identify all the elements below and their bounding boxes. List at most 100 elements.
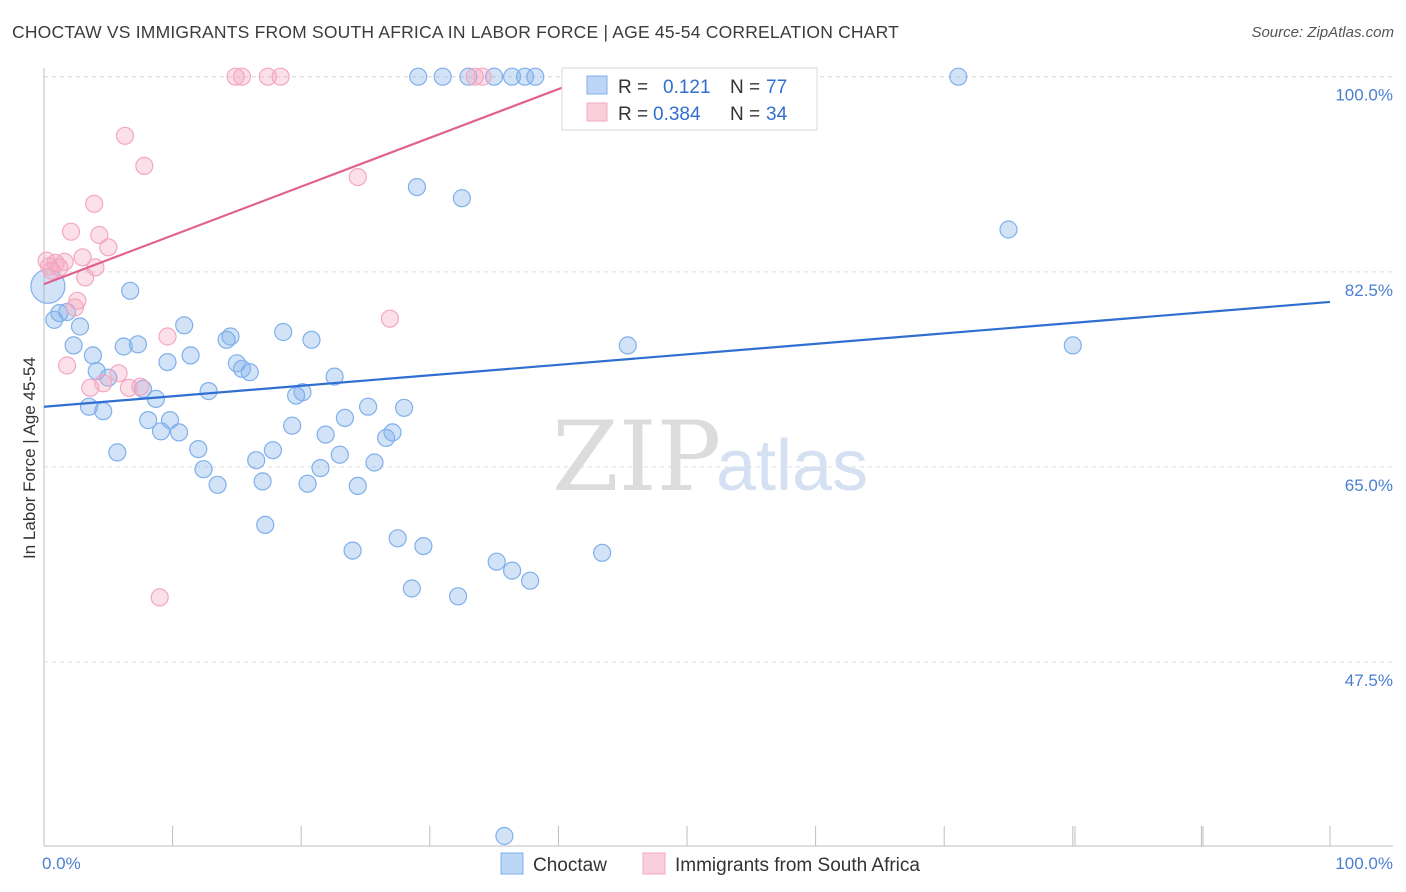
point-choctaw: [274, 322, 293, 342]
point-choctaw: [520, 571, 540, 590]
point-choctaw: [108, 443, 127, 462]
legend-n-value-1: 77: [766, 77, 787, 98]
point-choctaw: [189, 440, 208, 459]
point-choctaw: [316, 425, 335, 444]
point-choctaw: [414, 536, 433, 556]
point-choctaw: [128, 335, 147, 354]
point-choctaw: [343, 541, 362, 560]
point-choctaw: [388, 529, 407, 548]
point-choctaw: [433, 67, 452, 86]
point-choctaw: [311, 459, 330, 478]
bottom-legend-swatch-choctaw: [500, 852, 524, 875]
point-south-africa: [90, 225, 109, 245]
point-choctaw: [459, 67, 478, 86]
point-south-africa: [115, 126, 135, 145]
point-choctaw: [999, 220, 1018, 239]
point-south-africa: [135, 156, 154, 175]
point-choctaw: [592, 543, 612, 562]
point-choctaw: [1063, 336, 1082, 355]
point-south-africa: [380, 309, 399, 328]
y-tick-label: 100.0%: [1335, 86, 1393, 105]
legend-n-label-1: N =: [730, 77, 760, 98]
point-choctaw: [181, 346, 200, 365]
point-choctaw: [83, 346, 103, 365]
bottom-legend: Choctaw Immigrants from South Africa: [500, 852, 920, 876]
point-choctaw: [452, 189, 471, 208]
point-south-africa: [271, 67, 290, 86]
point-choctaw: [227, 354, 246, 373]
legend-n-label-2: N =: [730, 104, 760, 125]
point-south-africa: [85, 194, 104, 213]
y-axis-label: In Labor Force | Age 45-54: [20, 357, 39, 559]
trend-line-south-africa: [43, 73, 598, 286]
point-choctaw: [194, 460, 213, 479]
point-choctaw: [365, 453, 384, 472]
point-south-africa: [465, 67, 484, 86]
point-choctaw: [293, 383, 312, 402]
point-choctaw: [199, 382, 218, 401]
legend-r-value-2: 0.384: [653, 104, 701, 125]
watermark-atlas: atlas: [716, 426, 868, 506]
point-choctaw: [121, 281, 140, 300]
source-credit: Source: ZipAtlas.com: [1251, 24, 1394, 41]
watermark: ZIP atlas: [552, 401, 868, 513]
point-choctaw: [383, 423, 402, 442]
legend: R = 0.121 N = 77 R = 0.384 N = 34: [561, 67, 818, 131]
point-south-africa: [226, 67, 245, 86]
point-choctaw: [208, 475, 227, 494]
point-choctaw: [283, 416, 302, 435]
point-choctaw: [502, 67, 522, 86]
bottom-legend-label-choctaw: Choctaw: [533, 855, 607, 876]
point-choctaw: [298, 474, 317, 493]
point-choctaw: [160, 411, 180, 430]
point-choctaw: [335, 408, 354, 427]
point-choctaw: [64, 336, 83, 355]
bottom-legend-swatch-south-africa: [642, 852, 666, 875]
point-choctaw: [495, 826, 514, 846]
point-choctaw: [139, 411, 158, 430]
legend-r-value-1: 0.121: [663, 77, 711, 98]
point-south-africa: [473, 67, 492, 86]
point-south-africa: [55, 252, 74, 271]
point-south-africa: [73, 248, 92, 267]
point-choctaw: [256, 515, 275, 535]
point-choctaw: [99, 368, 118, 387]
axes: [43, 68, 1393, 847]
point-choctaw: [175, 316, 194, 335]
data-points: [30, 67, 1082, 846]
point-choctaw: [263, 441, 282, 460]
y-tick-labels: 100.0% 82.5% 65.0% 47.5%: [1335, 86, 1393, 690]
x-tick-label-max: 100.0%: [1335, 854, 1393, 873]
legend-swatch-south-africa: [586, 102, 608, 122]
point-south-africa: [348, 168, 367, 187]
legend-n-value-2: 34: [766, 104, 788, 125]
y-tick-label: 65.0%: [1345, 476, 1393, 495]
point-choctaw: [133, 379, 153, 398]
point-choctaw: [325, 367, 344, 386]
point-south-africa: [232, 67, 252, 86]
chart-title: CHOCTAW VS IMMIGRANTS FROM SOUTH AFRICA …: [12, 22, 900, 42]
point-choctaw: [359, 397, 378, 416]
point-south-africa: [61, 222, 81, 241]
point-south-africa: [158, 327, 177, 346]
point-choctaw: [515, 67, 535, 86]
point-choctaw: [247, 451, 266, 470]
point-south-africa: [109, 364, 128, 383]
point-choctaw: [949, 67, 968, 86]
point-choctaw: [348, 476, 367, 495]
point-choctaw: [169, 423, 189, 442]
point-choctaw: [94, 402, 113, 421]
point-choctaw: [409, 67, 428, 86]
point-south-africa: [150, 588, 169, 607]
point-choctaw: [114, 337, 133, 356]
point-choctaw: [502, 561, 522, 580]
point-south-africa: [50, 258, 69, 277]
trend-lines: [43, 73, 1331, 408]
point-choctaw: [221, 327, 240, 346]
point-choctaw: [70, 317, 90, 336]
point-south-africa: [99, 238, 118, 257]
point-choctaw: [395, 398, 414, 417]
point-choctaw: [158, 353, 177, 372]
point-choctaw: [302, 330, 321, 349]
point-choctaw: [526, 67, 545, 86]
